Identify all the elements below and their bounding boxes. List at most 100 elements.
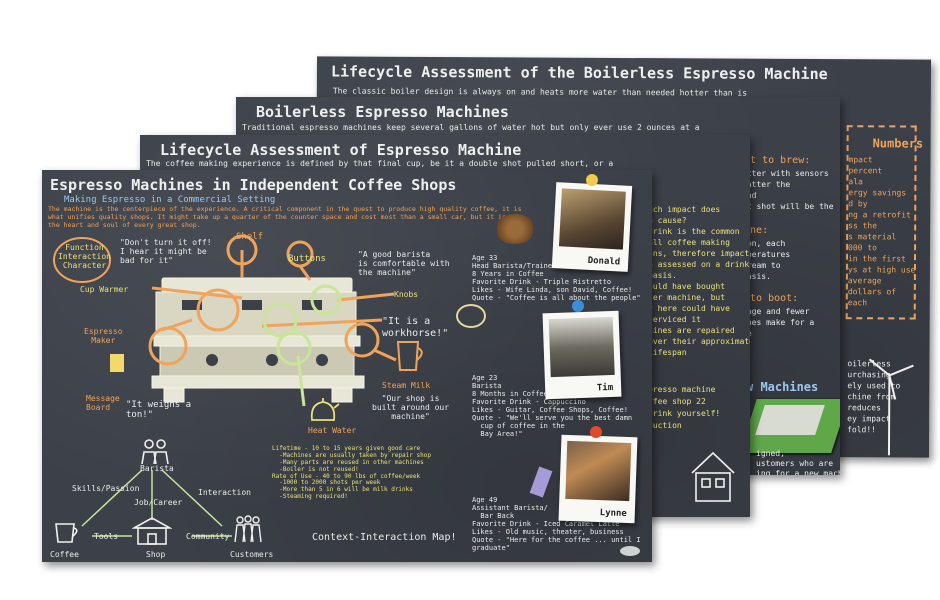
text-line: ala (848, 177, 863, 187)
slide-intro: Traditional espresso machines keep sever… (242, 123, 700, 132)
profile-donald-text: Age 33 Head Barista/Trainer 8 Years in C… (472, 254, 641, 303)
text-line: ng a retrofit (848, 210, 911, 220)
shop-label: Shop (146, 550, 166, 559)
boot-heading: n to boot: (738, 293, 799, 304)
text-line: the heart and soul of every great shop. (48, 221, 201, 229)
text-line: percent (848, 166, 883, 176)
dont-turn-quote: "Don't turn it off! I hear it might be b… (120, 238, 212, 266)
workhorse-quote: "It is a workhorse!" (382, 316, 449, 339)
brew-heading: ent to brew: (738, 155, 811, 166)
machine-callouts (53, 234, 397, 537)
weighs-quote: "It weighs a ton!" (126, 400, 192, 421)
tools-label: Tools (94, 532, 119, 541)
text-line: sage and fewer (742, 307, 810, 316)
sticky-note-icon (110, 354, 124, 372)
text-line: ss the (848, 221, 878, 231)
text-line: presso machine (648, 385, 716, 394)
wind-turbine-icon (868, 358, 914, 456)
text-line: dollars of (847, 287, 897, 297)
slide-intro: The coffee making experience is defined … (146, 159, 614, 168)
text-line: drink yourself! (648, 409, 721, 418)
heat-water-label: Heat Water (308, 426, 357, 435)
coffee-cup-icon (55, 523, 78, 543)
text-line: mpact (848, 155, 873, 165)
text-line: ter machine, but (648, 293, 726, 302)
slide-espresso-independent: Espresso Machines in Independent Coffee … (42, 170, 652, 562)
barista-label: Barista (140, 464, 174, 473)
photo-caption: Tim (596, 382, 614, 394)
photo-donald: Donald (551, 182, 633, 272)
text-line: hines are repaired (648, 326, 735, 335)
text-line: ffee shop 22 (648, 397, 706, 406)
new-machines-heading: w Machines (746, 380, 819, 394)
text-line: mperatures (742, 250, 791, 259)
lifetime-notes: Lifetime - 10 to 15 years given good car… (272, 445, 431, 501)
text-line: d by (848, 199, 868, 209)
photo-caption: Lynne (599, 508, 627, 520)
text-line: The machine is the centerpiece of the ex… (48, 205, 522, 213)
text-line: 000 to (848, 243, 877, 253)
profile-lynne-text: Age 49 Assistant Barista/ Bar Back Favor… (472, 496, 641, 553)
built-around-quote: "Our shop is built around our machine" (372, 394, 450, 422)
text-line: serviced it (648, 315, 701, 324)
kettle-icon (310, 398, 340, 421)
text-line: average (847, 276, 882, 286)
text-line: -on, each (742, 239, 786, 248)
knobs-label: Knobs (394, 290, 419, 299)
text-line: ot shot will be the (742, 202, 834, 211)
pin-icon (572, 300, 584, 312)
text-line: ines make for a (742, 318, 815, 327)
customers-label: Customers (230, 550, 274, 559)
pin-icon (590, 426, 602, 438)
text-line: e cause? (648, 216, 687, 225)
text-line: in the first (847, 254, 906, 264)
espresso-maker-label: Espresso Maker (84, 327, 123, 346)
slide-title: Lifecycle Assessment of the Boilerless E… (330, 62, 828, 84)
text-line: ons, therefore impact (648, 249, 750, 258)
context-map-title: Context-Interaction Map! (312, 532, 457, 543)
slide-title: Lifecycle Assessment of Espresso Machine (160, 141, 522, 159)
cup-warmer-label: Cup Warmer (80, 285, 129, 294)
function-label: Function Interaction Character (58, 243, 111, 271)
text-line: lifespan (648, 348, 687, 357)
text-line: e assessed on a drink (648, 260, 750, 269)
house-icon (691, 451, 735, 502)
boilerless-machine-top (755, 405, 825, 435)
slide-title: Boilerless Espresso Machines (256, 103, 509, 121)
text-line: s material (848, 232, 897, 242)
text-line: basis. (648, 271, 677, 280)
coffee-label: Coffee (50, 550, 79, 559)
good-barista-quote: "A good barista is comfortable with the … (358, 250, 450, 278)
text-line: basis. (742, 272, 771, 281)
text-line: what unifies quality shops. It might tak… (48, 213, 506, 221)
photo-image (565, 440, 632, 502)
text-line: ing for a new machine (756, 469, 840, 475)
text-line: ergy savings (848, 188, 907, 198)
photo-image (558, 188, 626, 250)
numbers-heading: Numbers (872, 136, 924, 151)
tune-heading: Tune: (738, 225, 769, 236)
photo-caption: Donald (587, 255, 621, 268)
customers-icon (234, 515, 262, 543)
text-line: ys at high use (847, 265, 916, 275)
latte-art-icon (456, 304, 486, 328)
buttons-label: Buttons (288, 254, 326, 264)
interaction-label: Interaction (198, 488, 251, 497)
community-label: Community (186, 532, 230, 541)
text-line: each (847, 298, 868, 308)
slide-subtitle: Making Espresso in a Commercial Setting (64, 195, 276, 205)
photo-lynne: Lynne (558, 434, 638, 524)
text-line: igned, (756, 449, 785, 458)
slide-lifecycle-boilerless: Lifecycle Assessment of the Boilerless E… (314, 56, 932, 458)
pin-icon (586, 174, 598, 186)
text-line: over their approximately (648, 337, 750, 346)
slide-title: Espresso Machines in Independent Coffee … (50, 176, 457, 194)
text-line: y here could have (648, 304, 730, 313)
text-line: matter the (742, 180, 791, 189)
text-line: all coffee making (648, 238, 730, 247)
coffee-beans-icon (494, 214, 536, 244)
skills-label: Skills/Passion (72, 484, 140, 493)
barista-figures-icon (141, 439, 169, 464)
photo-tim: Tim (542, 310, 622, 400)
profile-tim-text: Age 23 Barista 8 Months in Coffee Favori… (472, 374, 633, 439)
